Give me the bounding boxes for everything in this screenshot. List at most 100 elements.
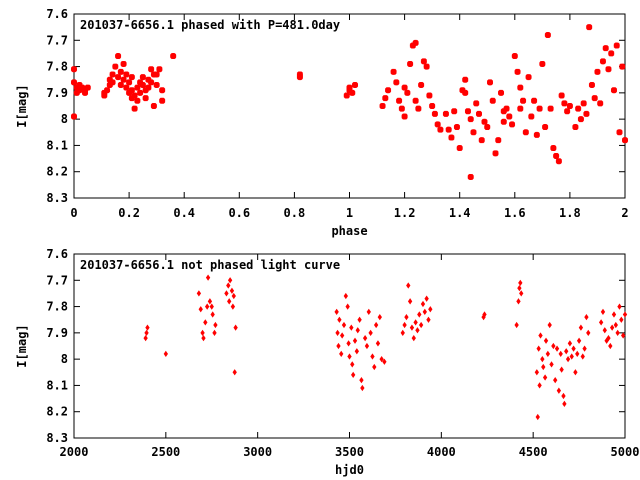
data-point bbox=[538, 332, 543, 339]
data-point bbox=[412, 97, 419, 104]
data-point bbox=[404, 89, 411, 96]
data-point bbox=[561, 392, 566, 400]
data-point bbox=[531, 97, 538, 104]
data-point bbox=[615, 329, 620, 336]
data-point bbox=[379, 102, 386, 110]
y-tick-label: 8.3 bbox=[46, 431, 68, 445]
x-tick-label: 0.4 bbox=[173, 206, 195, 220]
data-point bbox=[117, 81, 124, 89]
data-point bbox=[429, 102, 436, 110]
y-tick-label: 7.9 bbox=[46, 86, 68, 100]
data-point bbox=[547, 105, 554, 112]
y-tick-label: 8.2 bbox=[46, 165, 68, 179]
data-point bbox=[564, 348, 569, 355]
chart-title: 201037-6656.1 not phased light curve bbox=[80, 258, 340, 272]
data-point bbox=[572, 123, 579, 131]
y-tick-label: 7.7 bbox=[46, 273, 68, 287]
data-point bbox=[420, 300, 426, 308]
data-point bbox=[382, 358, 387, 365]
data-point bbox=[459, 87, 466, 94]
data-point bbox=[351, 371, 356, 379]
data-point bbox=[79, 84, 86, 91]
data-point bbox=[84, 84, 91, 91]
data-point bbox=[602, 45, 609, 52]
data-point bbox=[375, 340, 381, 347]
data-point bbox=[370, 353, 375, 360]
data-point bbox=[566, 102, 573, 110]
data-point bbox=[346, 84, 353, 91]
data-point bbox=[539, 60, 546, 68]
data-point bbox=[198, 306, 203, 313]
data-point bbox=[550, 144, 557, 152]
data-point bbox=[354, 348, 360, 355]
data-point bbox=[536, 105, 543, 112]
data-point bbox=[117, 68, 124, 75]
data-point bbox=[553, 152, 560, 160]
data-point bbox=[522, 129, 529, 136]
data-point bbox=[544, 31, 551, 39]
data-point bbox=[571, 345, 576, 352]
data-point bbox=[481, 118, 488, 125]
data-point bbox=[407, 60, 414, 68]
data-point bbox=[594, 68, 601, 75]
data-point bbox=[145, 324, 150, 331]
data-point bbox=[608, 342, 613, 350]
x-tick-label: 2000 bbox=[60, 445, 89, 459]
x-tick-label: 0 bbox=[70, 206, 77, 220]
data-point bbox=[558, 92, 565, 99]
data-point bbox=[420, 58, 427, 65]
data-point bbox=[159, 87, 166, 94]
data-point bbox=[500, 108, 507, 115]
data-point bbox=[613, 321, 618, 329]
data-point bbox=[549, 361, 554, 368]
data-point bbox=[409, 42, 416, 49]
x-tick-label: 0.2 bbox=[118, 206, 140, 220]
data-point bbox=[390, 68, 397, 75]
data-point bbox=[464, 108, 472, 115]
data-point bbox=[70, 113, 78, 120]
data-point bbox=[517, 84, 524, 91]
data-point bbox=[514, 321, 519, 329]
data-point bbox=[437, 126, 444, 133]
data-point bbox=[561, 100, 568, 107]
data-point bbox=[575, 350, 580, 358]
data-point bbox=[555, 158, 562, 165]
data-point bbox=[492, 150, 499, 157]
data-point bbox=[428, 306, 433, 313]
data-point bbox=[101, 92, 108, 99]
data-point bbox=[567, 340, 573, 347]
data-point bbox=[170, 52, 177, 60]
x-tick-label: 0.8 bbox=[284, 206, 306, 220]
data-point bbox=[503, 105, 510, 112]
y-tick-label: 8.1 bbox=[46, 378, 68, 392]
data-point bbox=[207, 298, 213, 305]
data-point bbox=[103, 87, 111, 94]
data-point bbox=[482, 311, 487, 318]
data-point bbox=[134, 84, 141, 91]
data-point bbox=[393, 79, 400, 86]
data-point bbox=[144, 329, 149, 336]
data-point bbox=[616, 129, 623, 136]
data-point bbox=[137, 79, 144, 86]
data-point bbox=[209, 303, 214, 310]
data-point bbox=[402, 321, 407, 329]
data-point bbox=[511, 52, 518, 60]
data-point bbox=[600, 308, 606, 315]
data-point bbox=[517, 105, 524, 112]
data-point bbox=[145, 76, 152, 83]
data-point bbox=[384, 87, 392, 94]
data-point bbox=[611, 311, 617, 318]
data-point bbox=[608, 50, 615, 57]
data-point bbox=[205, 274, 211, 281]
data-point bbox=[224, 290, 229, 297]
data-point bbox=[345, 303, 350, 310]
data-point bbox=[442, 110, 450, 117]
data-point bbox=[562, 400, 567, 407]
data-point bbox=[128, 87, 135, 94]
data-point bbox=[473, 100, 480, 107]
data-point bbox=[580, 100, 587, 107]
data-point bbox=[379, 356, 384, 363]
data-point bbox=[366, 308, 371, 315]
data-point bbox=[115, 52, 122, 60]
data-point bbox=[143, 334, 148, 342]
